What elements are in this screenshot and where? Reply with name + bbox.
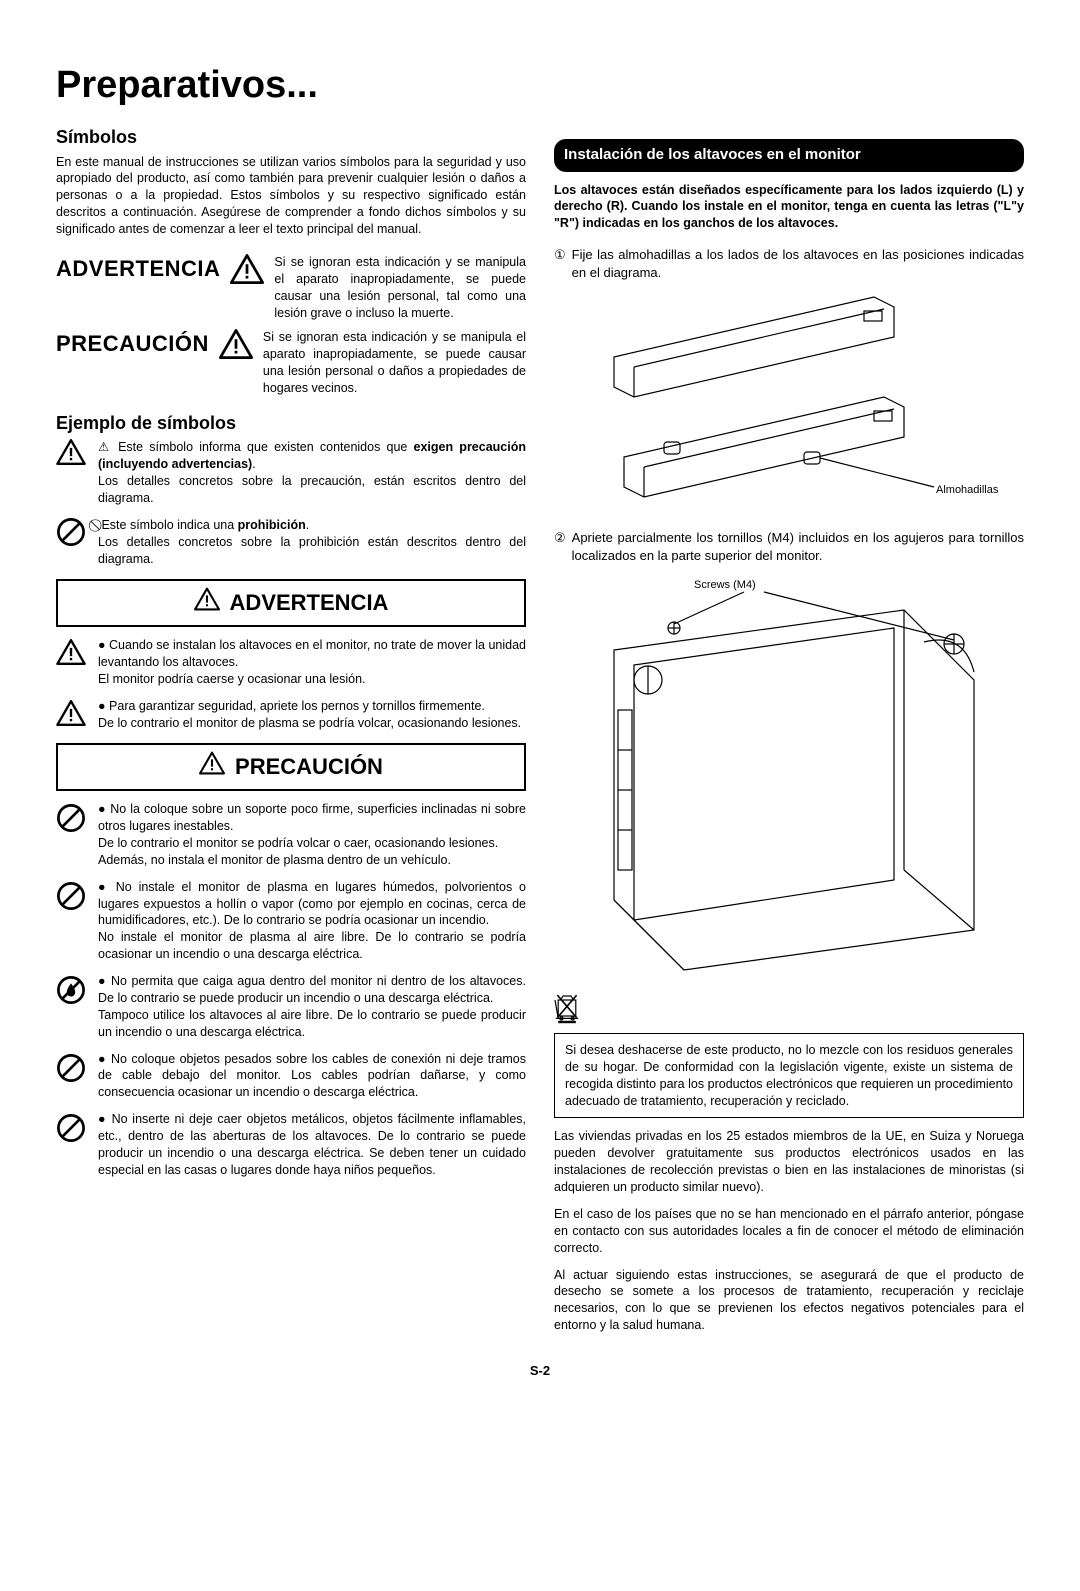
page-number: S-2 bbox=[56, 1362, 1024, 1380]
install-intro: Los altavoces están diseñados específica… bbox=[554, 182, 1024, 233]
warning-triangle-icon bbox=[56, 439, 86, 470]
example-warning-text: ⚠ Este símbolo informa que existen conte… bbox=[98, 439, 526, 507]
def-advertencia-text: Si se ignoran esta indicación y se manip… bbox=[274, 254, 526, 322]
prec-item-4: No coloque objetos pesados sobre los cab… bbox=[56, 1051, 526, 1102]
example-prohibition: ⃠ Este símbolo indica una prohibición. L… bbox=[56, 517, 526, 568]
prec-item-5: No inserte ni deje caer objetos metálico… bbox=[56, 1111, 526, 1179]
def-precaucion: PRECAUCIÓN Si se ignoran esta indicación… bbox=[56, 329, 526, 397]
prec-item-3: No permita que caiga agua dentro del mon… bbox=[56, 973, 526, 1041]
def-advertencia: ADVERTENCIA Si se ignoran esta indicació… bbox=[56, 254, 526, 322]
warning-triangle-icon bbox=[194, 587, 220, 619]
prec-item-2: No instale el monitor de plasma en lugar… bbox=[56, 879, 526, 963]
adv-item-2-text: Para garantizar seguridad, apriete los p… bbox=[98, 698, 526, 732]
step-1: ① Fije las almohadillas a los lados de l… bbox=[554, 246, 1024, 281]
term-precaucion: PRECAUCIÓN bbox=[56, 329, 209, 359]
adv-item-1-text: Cuando se instalan los altavoces en el m… bbox=[98, 637, 526, 688]
diagram-monitor: Screws (M4) bbox=[554, 570, 1024, 980]
heading-simbolos: Símbolos bbox=[56, 125, 526, 149]
banner-precaucion: PRECAUCIÓN bbox=[56, 743, 526, 791]
step-2: ② Apriete parcialmente los tornillos (M4… bbox=[554, 529, 1024, 564]
warning-triangle-icon bbox=[199, 751, 225, 783]
warning-triangle-icon bbox=[56, 698, 86, 731]
heading-ejemplo: Ejemplo de símbolos bbox=[56, 411, 526, 435]
warning-triangle-icon bbox=[219, 329, 253, 364]
prohibition-icon bbox=[56, 1111, 86, 1148]
no-water-icon bbox=[56, 973, 86, 1010]
prec-item-1: No la coloque sobre un soporte poco firm… bbox=[56, 801, 526, 869]
install-header: Instalación de los altavoces en el monit… bbox=[554, 139, 1024, 171]
example-prohibition-text: ⃠ Este símbolo indica una prohibición. L… bbox=[98, 517, 526, 568]
page-title: Preparativos... bbox=[56, 60, 1024, 111]
term-advertencia: ADVERTENCIA bbox=[56, 254, 220, 284]
right-column: Instalación de los altavoces en el monit… bbox=[554, 125, 1024, 1344]
prec-item-3-text: No permita que caiga agua dentro del mon… bbox=[98, 973, 526, 1041]
prohibition-icon bbox=[56, 517, 86, 552]
banner-advertencia: ADVERTENCIA bbox=[56, 579, 526, 627]
adv-item-2: Para garantizar seguridad, apriete los p… bbox=[56, 698, 526, 732]
label-almohadillas: Almohadillas bbox=[936, 484, 999, 496]
prec-item-1-text: No la coloque sobre un soporte poco firm… bbox=[98, 801, 526, 869]
disposal-p3: Al actuar siguiendo estas instrucciones,… bbox=[554, 1267, 1024, 1335]
prohibition-icon bbox=[56, 879, 86, 916]
adv-item-1: Cuando se instalan los altavoces en el m… bbox=[56, 637, 526, 688]
content-columns: Símbolos En este manual de instrucciones… bbox=[56, 125, 1024, 1344]
prec-item-5-text: No inserte ni deje caer objetos metálico… bbox=[98, 1111, 526, 1179]
def-precaucion-text: Si se ignoran esta indicación y se manip… bbox=[263, 329, 526, 397]
weee-icon bbox=[554, 992, 1024, 1029]
prohibition-icon bbox=[56, 1051, 86, 1088]
warning-triangle-icon bbox=[56, 637, 86, 670]
prohibition-icon bbox=[56, 801, 86, 838]
diagram-speakers: Almohadillas bbox=[554, 287, 1024, 517]
intro-text: En este manual de instrucciones se utili… bbox=[56, 154, 526, 238]
warning-triangle-icon bbox=[230, 254, 264, 289]
left-column: Símbolos En este manual de instrucciones… bbox=[56, 125, 526, 1344]
disposal-p1: Las viviendas privadas en los 25 estados… bbox=[554, 1128, 1024, 1196]
prec-item-2-text: No instale el monitor de plasma en lugar… bbox=[98, 879, 526, 963]
disposal-box: Si desea deshacerse de este producto, no… bbox=[554, 1033, 1024, 1119]
label-screws: Screws (M4) bbox=[694, 579, 756, 591]
prec-item-4-text: No coloque objetos pesados sobre los cab… bbox=[98, 1051, 526, 1102]
example-warning: ⚠ Este símbolo informa que existen conte… bbox=[56, 439, 526, 507]
disposal-p2: En el caso de los países que no se han m… bbox=[554, 1206, 1024, 1257]
